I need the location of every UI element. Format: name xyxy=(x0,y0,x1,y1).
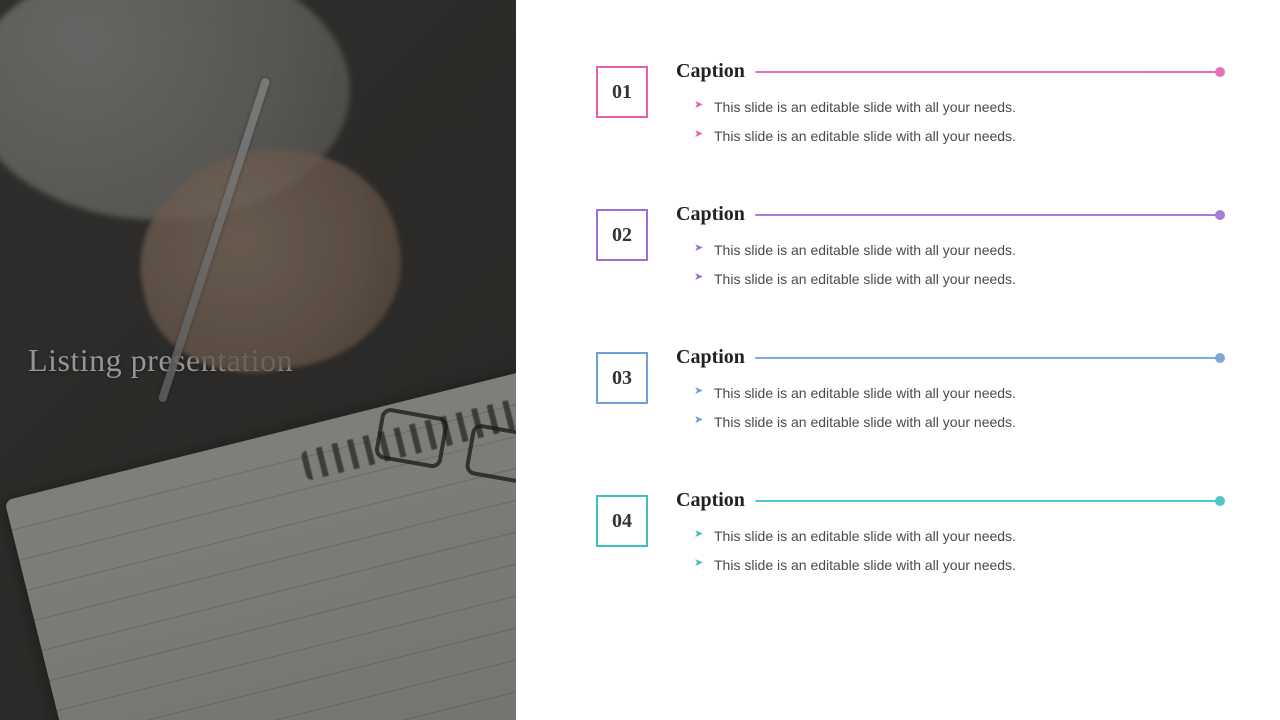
list-item: 02 Caption This slide is an editable slide… xyxy=(596,203,1220,298)
bullet-item: This slide is an editable slide with all… xyxy=(694,526,1220,547)
divider-line xyxy=(755,500,1220,502)
item-content: Caption This slide is an editable slide w… xyxy=(676,489,1220,584)
bullet-list: This slide is an editable slide with all… xyxy=(676,97,1220,147)
bullet-item: This slide is an editable slide with all… xyxy=(694,383,1220,404)
bullet-item: This slide is an editable slide with all… xyxy=(694,269,1220,290)
caption: Caption xyxy=(676,489,745,512)
list-item: 01 Caption This slide is an editable slide… xyxy=(596,60,1220,155)
bullet-item: This slide is an editable slide with all… xyxy=(694,126,1220,147)
list-item: 03 Caption This slide is an editable slide… xyxy=(596,346,1220,441)
item-content: Caption This slide is an editable slide w… xyxy=(676,203,1220,298)
number-box: 01 xyxy=(596,66,648,118)
list-panel: 01 Caption This slide is an editable slide… xyxy=(516,0,1280,720)
caption: Caption xyxy=(676,60,745,83)
photo-placeholder xyxy=(0,0,516,720)
caption-row: Caption xyxy=(676,203,1220,226)
list-item: 04 Caption This slide is an editable slide… xyxy=(596,489,1220,584)
slide: Listing presentation 01 Caption This slide… xyxy=(0,0,1280,720)
bullet-list: This slide is an editable slide with all… xyxy=(676,526,1220,576)
bullet-list: This slide is an editable slide with all… xyxy=(676,383,1220,433)
number-box: 03 xyxy=(596,352,648,404)
divider-line xyxy=(755,214,1220,216)
item-content: Caption This slide is an editable slide w… xyxy=(676,60,1220,155)
bullet-item: This slide is an editable slide with all… xyxy=(694,240,1220,261)
bullet-list: This slide is an editable slide with all… xyxy=(676,240,1220,290)
left-image-panel: Listing presentation xyxy=(0,0,516,720)
divider-line xyxy=(755,71,1220,73)
number-box: 04 xyxy=(596,495,648,547)
divider-line xyxy=(755,357,1220,359)
bullet-item: This slide is an editable slide with all… xyxy=(694,555,1220,576)
bullet-item: This slide is an editable slide with all… xyxy=(694,97,1220,118)
bullet-item: This slide is an editable slide with all… xyxy=(694,412,1220,433)
item-content: Caption This slide is an editable slide w… xyxy=(676,346,1220,441)
caption-row: Caption xyxy=(676,489,1220,512)
caption: Caption xyxy=(676,346,745,369)
caption-row: Caption xyxy=(676,60,1220,83)
number-box: 02 xyxy=(596,209,648,261)
caption-row: Caption xyxy=(676,346,1220,369)
caption: Caption xyxy=(676,203,745,226)
